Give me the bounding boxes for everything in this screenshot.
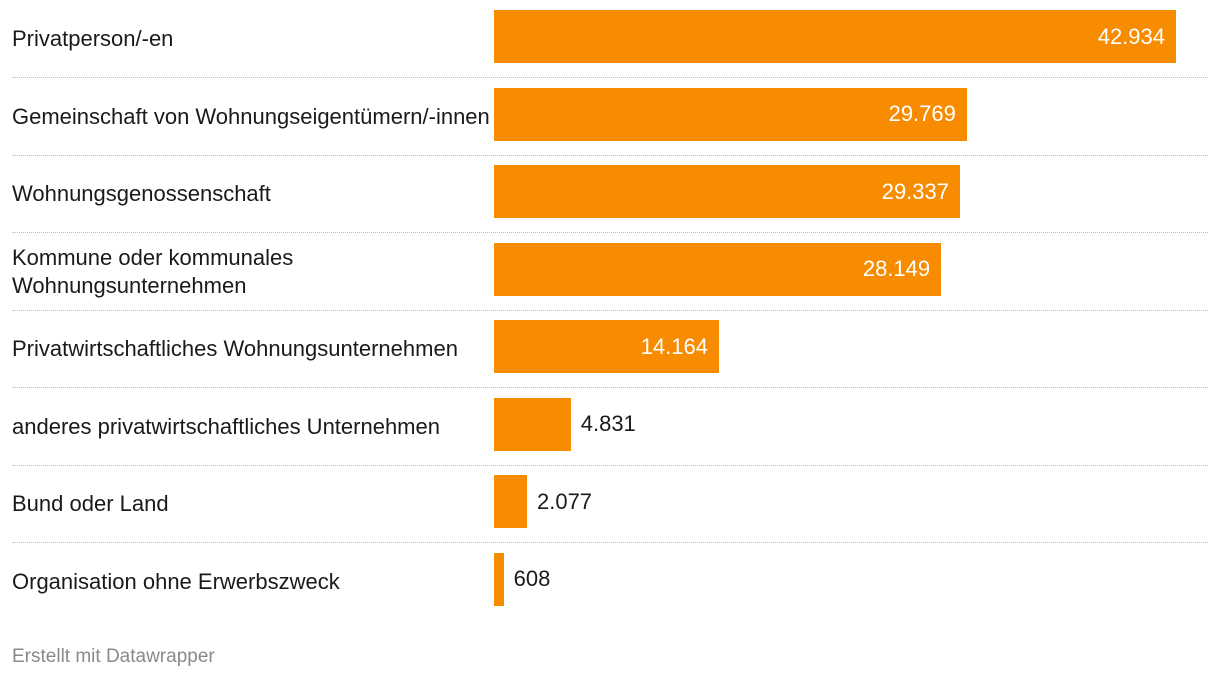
bar	[494, 475, 527, 528]
bar	[494, 87, 967, 141]
bar	[494, 397, 571, 451]
bar-row: Organisation ohne Erwerbszweck 608	[12, 543, 1208, 621]
bar-row: anderes privatwirtschaftliches Unternehm…	[12, 388, 1208, 466]
bar-row: Gemeinschaft von Wohnungseigentümern/-in…	[12, 78, 1208, 156]
category-label: Kommune oder kommunales Wohnungsunterneh…	[12, 244, 294, 298]
value-label: 2.077	[536, 488, 593, 514]
row-separator	[12, 154, 1208, 156]
datawrapper-credit: Erstellt mit Datawrapper	[12, 646, 215, 667]
bar-row: Privatwirtschaftliches Wohnungsunternehm…	[12, 310, 1208, 388]
bar-row: Bund oder Land 2.077	[12, 465, 1208, 543]
bar	[494, 10, 1176, 63]
category-label: anderes privatwirtschaftliches Unternehm…	[12, 413, 440, 439]
row-separator	[12, 232, 1208, 233]
value-label: 4.831	[580, 411, 636, 436]
value-label: 29.769	[888, 101, 956, 126]
value-label: 608	[513, 566, 551, 591]
category-label: Gemeinschaft von Wohnungseigentümern/-in…	[12, 103, 490, 129]
bar-row: Kommune oder kommunales Wohnungsunterneh…	[12, 233, 1208, 311]
bar-row: Privatperson/-en 42.934	[12, 0, 1208, 78]
row-separator	[12, 309, 1208, 311]
bar	[494, 320, 719, 373]
category-label: Privatperson/-en	[12, 26, 174, 51]
bar	[494, 242, 942, 296]
row-separator	[12, 542, 1208, 543]
value-label: 42.934	[1097, 23, 1165, 49]
row-separator	[12, 464, 1208, 466]
bar-row: Wohnungsgenossenschaft 29.337	[12, 155, 1208, 233]
value-label: 28.149	[862, 256, 931, 281]
bar	[494, 165, 960, 218]
value-label: 14.164	[640, 333, 708, 359]
row-separator	[12, 77, 1208, 78]
value-label: 29.337	[881, 178, 949, 204]
bar	[494, 552, 504, 606]
category-label: Organisation ohne Erwerbszweck	[12, 568, 340, 594]
row-separator	[12, 387, 1208, 388]
category-label: Wohnungsgenossenschaft	[12, 181, 271, 206]
category-label: Bund oder Land	[12, 491, 169, 516]
category-label: Privatwirtschaftliches Wohnungsunternehm…	[12, 336, 458, 361]
